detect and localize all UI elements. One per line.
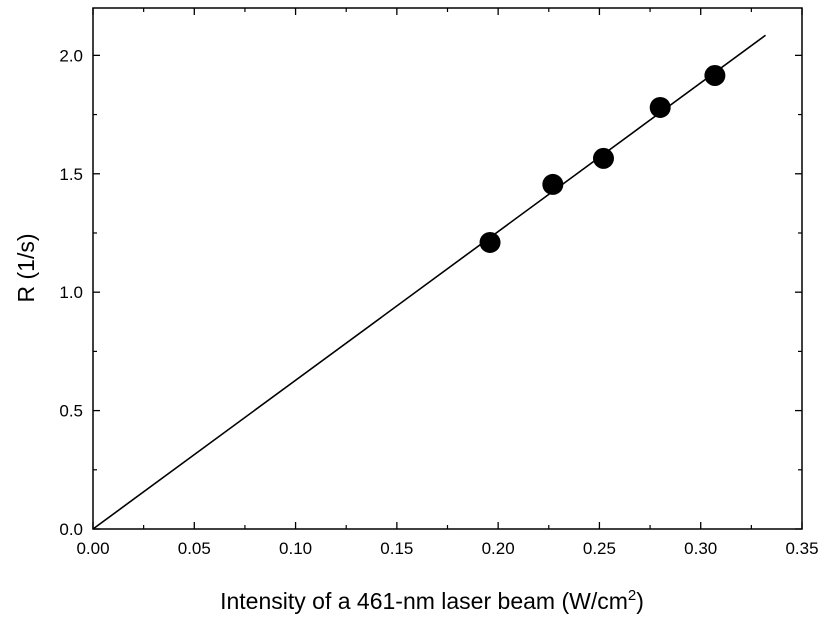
tick-labels: 0.00 0.05 0.10 0.15 0.20 0.25 0.30 0.35 0.0 0.5 1.… [59, 46, 818, 558]
y-axis-title: R (1/s) [13, 234, 39, 303]
y-tick-label: 1.0 [59, 283, 83, 302]
x-axis-title-end: ) [636, 588, 644, 614]
data-point [479, 231, 501, 253]
x-tick-label: 0.20 [482, 539, 515, 558]
x-tick-label: 0.25 [583, 539, 616, 558]
fit-line [92, 34, 767, 530]
y-tick-label: 0.0 [59, 520, 83, 539]
y-tick-label: 1.5 [59, 165, 83, 184]
ticks [92, 8, 803, 530]
x-tick-label: 0.05 [178, 539, 211, 558]
x-tick-label: 0.00 [76, 539, 109, 558]
y-tick-label: 0.5 [59, 402, 83, 421]
data-point [592, 147, 614, 169]
data-point [704, 64, 726, 86]
data-points [479, 64, 726, 253]
data-point [542, 173, 564, 195]
x-tick-label: 0.10 [279, 539, 312, 558]
x-tick-label: 0.30 [684, 539, 717, 558]
x-axis-title-main: Intensity of a 461-nm laser beam (W/cm [220, 588, 628, 614]
data-point [649, 96, 671, 118]
x-tick-label: 0.35 [785, 539, 818, 558]
x-tick-label: 0.15 [380, 539, 413, 558]
x-axis-title: Intensity of a 461-nm laser beam (W/cm2) [220, 587, 644, 614]
y-tick-label: 2.0 [59, 46, 83, 65]
x-axis-title-superscript: 2 [628, 587, 636, 604]
